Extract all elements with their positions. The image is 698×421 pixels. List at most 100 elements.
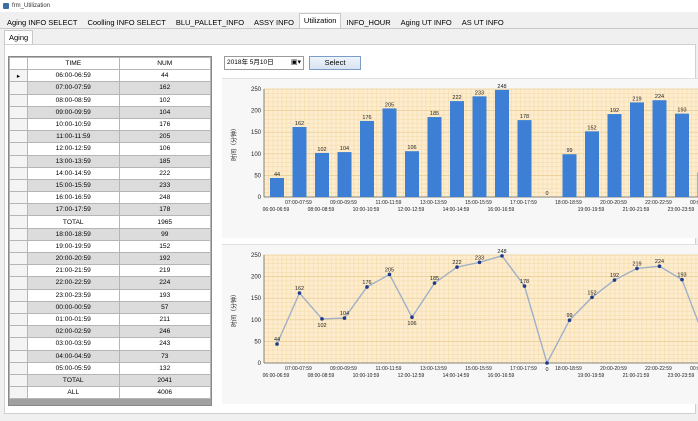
cell-num[interactable]: 2041 <box>118 373 211 388</box>
row-header[interactable] <box>9 325 28 339</box>
row-header[interactable] <box>9 300 28 314</box>
table-row[interactable]: 11:00-11:59 205 <box>9 130 211 144</box>
cell-time[interactable]: 08:00-08:59 <box>27 93 120 107</box>
table-row[interactable]: 07:00-07:59 162 <box>9 81 211 95</box>
tab-as-ut-info[interactable]: AS UT INFO <box>461 18 504 27</box>
cell-num[interactable]: 57 <box>118 300 211 314</box>
cell-time[interactable]: 01:00-01:59 <box>27 312 120 327</box>
row-header[interactable] <box>9 93 28 107</box>
table-row[interactable]: 08:00-08:59 102 <box>9 93 211 107</box>
table-row[interactable]: ▸ 06:00-06:59 44 <box>9 69 211 83</box>
cell-num[interactable]: 246 <box>118 325 211 339</box>
column-header-num[interactable]: NUM <box>118 57 211 71</box>
table-row[interactable]: 05:00-05:59 132 <box>9 361 211 375</box>
table-row[interactable]: TOTAL 2041 <box>9 373 211 388</box>
cell-time[interactable]: 13:00-13:59 <box>27 154 120 168</box>
table-row[interactable]: 15:00-15:59 233 <box>9 178 211 193</box>
cell-time[interactable]: 21:00-21:59 <box>27 264 120 278</box>
cell-num[interactable]: 1965 <box>118 215 211 229</box>
cell-num[interactable]: 132 <box>118 361 211 375</box>
cell-num[interactable]: 178 <box>118 203 211 217</box>
tab-aging-info-select[interactable]: Aging INFO SELECT <box>7 18 78 27</box>
tab-info-hour[interactable]: INFO_HOUR <box>346 18 391 27</box>
table-row[interactable]: 13:00-13:59 185 <box>9 154 211 168</box>
cell-time[interactable]: 00:00-00:59 <box>27 300 120 314</box>
cell-time[interactable]: 07:00-07:59 <box>27 81 120 95</box>
cell-num[interactable]: 102 <box>118 93 211 107</box>
cell-num[interactable]: 248 <box>118 191 211 205</box>
utilization-grid[interactable]: TIME NUM ▸ 06:00-06:59 44 07:00-07:59 162 08:… <box>8 56 212 406</box>
table-row[interactable]: 02:00-02:59 246 <box>9 325 211 339</box>
row-header[interactable] <box>9 142 28 156</box>
cell-num[interactable]: 176 <box>118 117 211 132</box>
cell-time[interactable]: 09:00-09:59 <box>27 105 120 119</box>
cell-num[interactable]: 224 <box>118 276 211 290</box>
table-row[interactable]: 00:00-00:59 57 <box>9 300 211 314</box>
row-header[interactable] <box>9 239 28 254</box>
cell-time[interactable]: 06:00-06:59 <box>27 69 120 83</box>
tab-aging-ut-info[interactable]: Aging UT INFO <box>400 18 452 27</box>
tab-utilization[interactable]: Utilization <box>298 13 342 28</box>
table-row[interactable]: 10:00-10:59 176 <box>9 117 211 132</box>
row-header[interactable] <box>9 117 28 132</box>
table-row[interactable]: 22:00-22:59 224 <box>9 276 211 290</box>
cell-num[interactable]: 99 <box>118 227 211 241</box>
row-header[interactable] <box>9 288 28 302</box>
cell-time[interactable]: 12:00-12:59 <box>27 142 120 156</box>
tab-coolling-info-select[interactable]: Coolling INFO SELECT <box>87 18 166 27</box>
cell-num[interactable]: 211 <box>118 312 211 327</box>
cell-time[interactable]: 14:00-14:59 <box>27 166 120 180</box>
table-row[interactable]: 19:00-19:59 152 <box>9 239 211 254</box>
table-row[interactable]: ALL 4006 <box>9 386 211 400</box>
row-header[interactable] <box>9 191 28 205</box>
row-header[interactable] <box>9 276 28 290</box>
cell-num[interactable]: 219 <box>118 264 211 278</box>
row-header[interactable] <box>9 361 28 375</box>
cell-num[interactable]: 193 <box>118 288 211 302</box>
cell-time[interactable]: 20:00-20:59 <box>27 251 120 266</box>
cell-time[interactable]: 23:00-23:59 <box>27 288 120 302</box>
cell-time[interactable]: 04:00-04:59 <box>27 349 120 363</box>
cell-time[interactable]: 16:00-16:59 <box>27 191 120 205</box>
row-header[interactable]: ▸ <box>9 69 28 83</box>
cell-time[interactable]: 17:00-17:59 <box>27 203 120 217</box>
cell-time[interactable]: ALL <box>27 386 120 400</box>
cell-num[interactable]: 106 <box>118 142 211 156</box>
cell-time[interactable]: 11:00-11:59 <box>27 130 120 144</box>
tab-blu-pallet-info[interactable]: BLU_PALLET_INFO <box>175 18 245 27</box>
row-header[interactable] <box>9 386 28 400</box>
cell-time[interactable]: 22:00-22:59 <box>27 276 120 290</box>
table-row[interactable]: 21:00-21:59 219 <box>9 264 211 278</box>
cell-num[interactable]: 243 <box>118 337 211 351</box>
table-row[interactable]: 03:00-03:59 243 <box>9 337 211 351</box>
cell-num[interactable]: 205 <box>118 130 211 144</box>
row-header[interactable] <box>9 215 28 229</box>
calendar-icon[interactable]: ▣▾ <box>290 59 301 66</box>
row-header[interactable] <box>9 337 28 351</box>
cell-time[interactable]: 05:00-05:59 <box>27 361 120 375</box>
cell-time[interactable]: 18:00-18:59 <box>27 227 120 241</box>
cell-num[interactable]: 192 <box>118 251 211 266</box>
table-row[interactable]: 18:00-18:59 99 <box>9 227 211 241</box>
cell-num[interactable]: 4006 <box>118 386 211 400</box>
cell-time[interactable]: 03:00-03:59 <box>27 337 120 351</box>
cell-num[interactable]: 152 <box>118 239 211 254</box>
column-header-time[interactable]: TIME <box>27 57 120 71</box>
table-row[interactable]: 01:00-01:59 211 <box>9 312 211 327</box>
row-header[interactable] <box>9 227 28 241</box>
cell-num[interactable]: 222 <box>118 166 211 180</box>
cell-time[interactable]: TOTAL <box>27 373 120 388</box>
table-row[interactable]: 04:00-04:59 73 <box>9 349 211 363</box>
tab-aging[interactable]: Aging <box>4 30 34 44</box>
row-header[interactable] <box>9 312 28 327</box>
row-header[interactable] <box>9 349 28 363</box>
table-row[interactable]: 16:00-16:59 248 <box>9 191 211 205</box>
row-header[interactable] <box>9 166 28 180</box>
cell-num[interactable]: 233 <box>118 178 211 193</box>
date-picker[interactable]: 2018年 5月10日 ▣▾ <box>224 56 304 70</box>
row-header[interactable] <box>9 178 28 193</box>
cell-num[interactable]: 104 <box>118 105 211 119</box>
table-row[interactable]: 09:00-09:59 104 <box>9 105 211 119</box>
row-header[interactable] <box>9 251 28 266</box>
row-header[interactable] <box>9 130 28 144</box>
